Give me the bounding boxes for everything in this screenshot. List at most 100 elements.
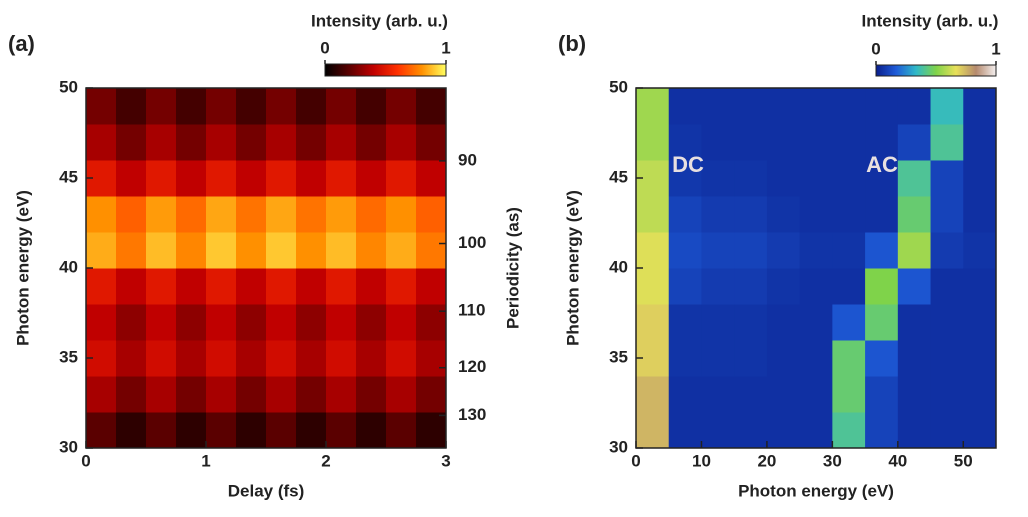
heatmap-cell: [668, 340, 702, 377]
heatmap-cell: [636, 412, 670, 449]
y2-axis-label: Periodicity (as): [503, 207, 522, 329]
colorbar-tick-label: 0: [871, 39, 880, 58]
heatmap-cell: [963, 304, 997, 341]
heatmap-cell: [930, 304, 964, 341]
heatmap-cell: [865, 340, 899, 377]
heatmap-cell: [766, 124, 801, 161]
x-tick-label: 2: [321, 451, 330, 470]
panel-label: (a): [8, 31, 35, 56]
x-tick-label: 50: [954, 451, 973, 470]
heatmap-cell: [266, 196, 297, 233]
heatmap-cell: [356, 232, 387, 269]
y-tick-label: 50: [59, 77, 78, 96]
colorbar-tick-label: 1: [991, 39, 1000, 58]
heatmap-cell: [146, 124, 177, 161]
heatmap-cell: [832, 232, 866, 269]
heatmap-cell: [799, 412, 833, 449]
heatmap-cell: [386, 88, 417, 125]
heatmap-cell: [701, 232, 735, 269]
heatmap-cell: [416, 88, 447, 125]
heatmap-cell: [356, 88, 387, 125]
heatmap-cell: [865, 124, 899, 161]
y2-tick-label: 100: [458, 233, 486, 252]
y2-tick-label: 130: [458, 405, 486, 424]
heatmap-cell: [930, 160, 964, 197]
heatmap-cell: [832, 88, 866, 125]
heatmap-cell: [766, 232, 801, 269]
heatmap-cell: [236, 412, 267, 449]
heatmap-cell: [326, 232, 357, 269]
heatmap-cell: [146, 412, 177, 449]
y-tick-label: 35: [59, 347, 78, 366]
heatmap-cell: [356, 160, 387, 197]
heatmap-cell: [146, 376, 177, 413]
heatmap-cell: [701, 340, 735, 377]
x-tick-label: 10: [692, 451, 711, 470]
heatmap-cell: [963, 160, 997, 197]
x-tick-label: 20: [757, 451, 776, 470]
heatmap-cell: [865, 160, 899, 197]
colorbar: [324, 63, 447, 77]
heatmap-cell: [86, 376, 117, 413]
heatmap-cell: [116, 340, 147, 377]
heatmap-cell: [734, 304, 768, 341]
heatmap-cell: [326, 304, 357, 341]
y-tick-label: 30: [609, 437, 628, 456]
heatmap-cell: [296, 412, 327, 449]
heatmap-cell: [930, 196, 964, 233]
heatmap-cell: [86, 232, 117, 269]
heatmap-cell: [386, 412, 417, 449]
heatmap-cell: [416, 376, 447, 413]
heatmap-cell: [296, 124, 327, 161]
heatmap-cell: [116, 232, 147, 269]
heatmap-cell: [176, 412, 207, 449]
heatmap-cell: [296, 304, 327, 341]
heatmap-cell: [206, 88, 237, 125]
heatmap-cell: [356, 304, 387, 341]
heatmap-cell: [701, 412, 735, 449]
heatmap-cell: [930, 340, 964, 377]
heatmap-cell: [116, 88, 147, 125]
heatmap-cell: [832, 412, 866, 449]
heatmap-cell: [416, 160, 447, 197]
heatmap-cell: [832, 196, 866, 233]
y-tick-label: 45: [609, 167, 628, 186]
heatmap-cell: [963, 376, 997, 413]
heatmap-cell: [930, 268, 964, 305]
heatmap-cell: [326, 124, 357, 161]
heatmap-cell: [206, 196, 237, 233]
heatmap-cell: [799, 268, 833, 305]
heatmap-cell: [701, 88, 735, 125]
heatmap-cell: [766, 376, 801, 413]
heatmap-cell: [897, 412, 932, 449]
heatmap-cell: [236, 124, 267, 161]
heatmap-cell: [236, 232, 267, 269]
heatmap-cell: [832, 304, 866, 341]
y2-tick-label: 90: [458, 150, 477, 169]
heatmap-cell: [326, 88, 357, 125]
heatmap-cell: [386, 340, 417, 377]
heatmap-cell: [897, 124, 932, 161]
heatmap-cell: [766, 304, 801, 341]
heatmap-cell: [386, 196, 417, 233]
colorbar-label: Intensity (arb. u.): [311, 11, 448, 30]
heatmap-cell: [701, 160, 735, 197]
heatmap-cell: [176, 88, 207, 125]
x-tick-label: 0: [81, 451, 90, 470]
heatmap-cell: [236, 160, 267, 197]
heatmap-cell: [668, 88, 702, 125]
heatmap-cell: [296, 160, 327, 197]
heatmap-cell: [636, 232, 670, 269]
heatmap-cell: [668, 376, 702, 413]
heatmap-cell: [266, 412, 297, 449]
heatmap-cell: [766, 88, 801, 125]
heatmap-cell: [146, 88, 177, 125]
heatmap-cell: [326, 268, 357, 305]
x-axis-label: Delay (fs): [228, 481, 305, 500]
heatmap-cell: [146, 196, 177, 233]
x-tick-label: 30: [823, 451, 842, 470]
heatmap-cell: [416, 304, 447, 341]
y-tick-label: 50: [609, 77, 628, 96]
heatmap-cell: [799, 304, 833, 341]
